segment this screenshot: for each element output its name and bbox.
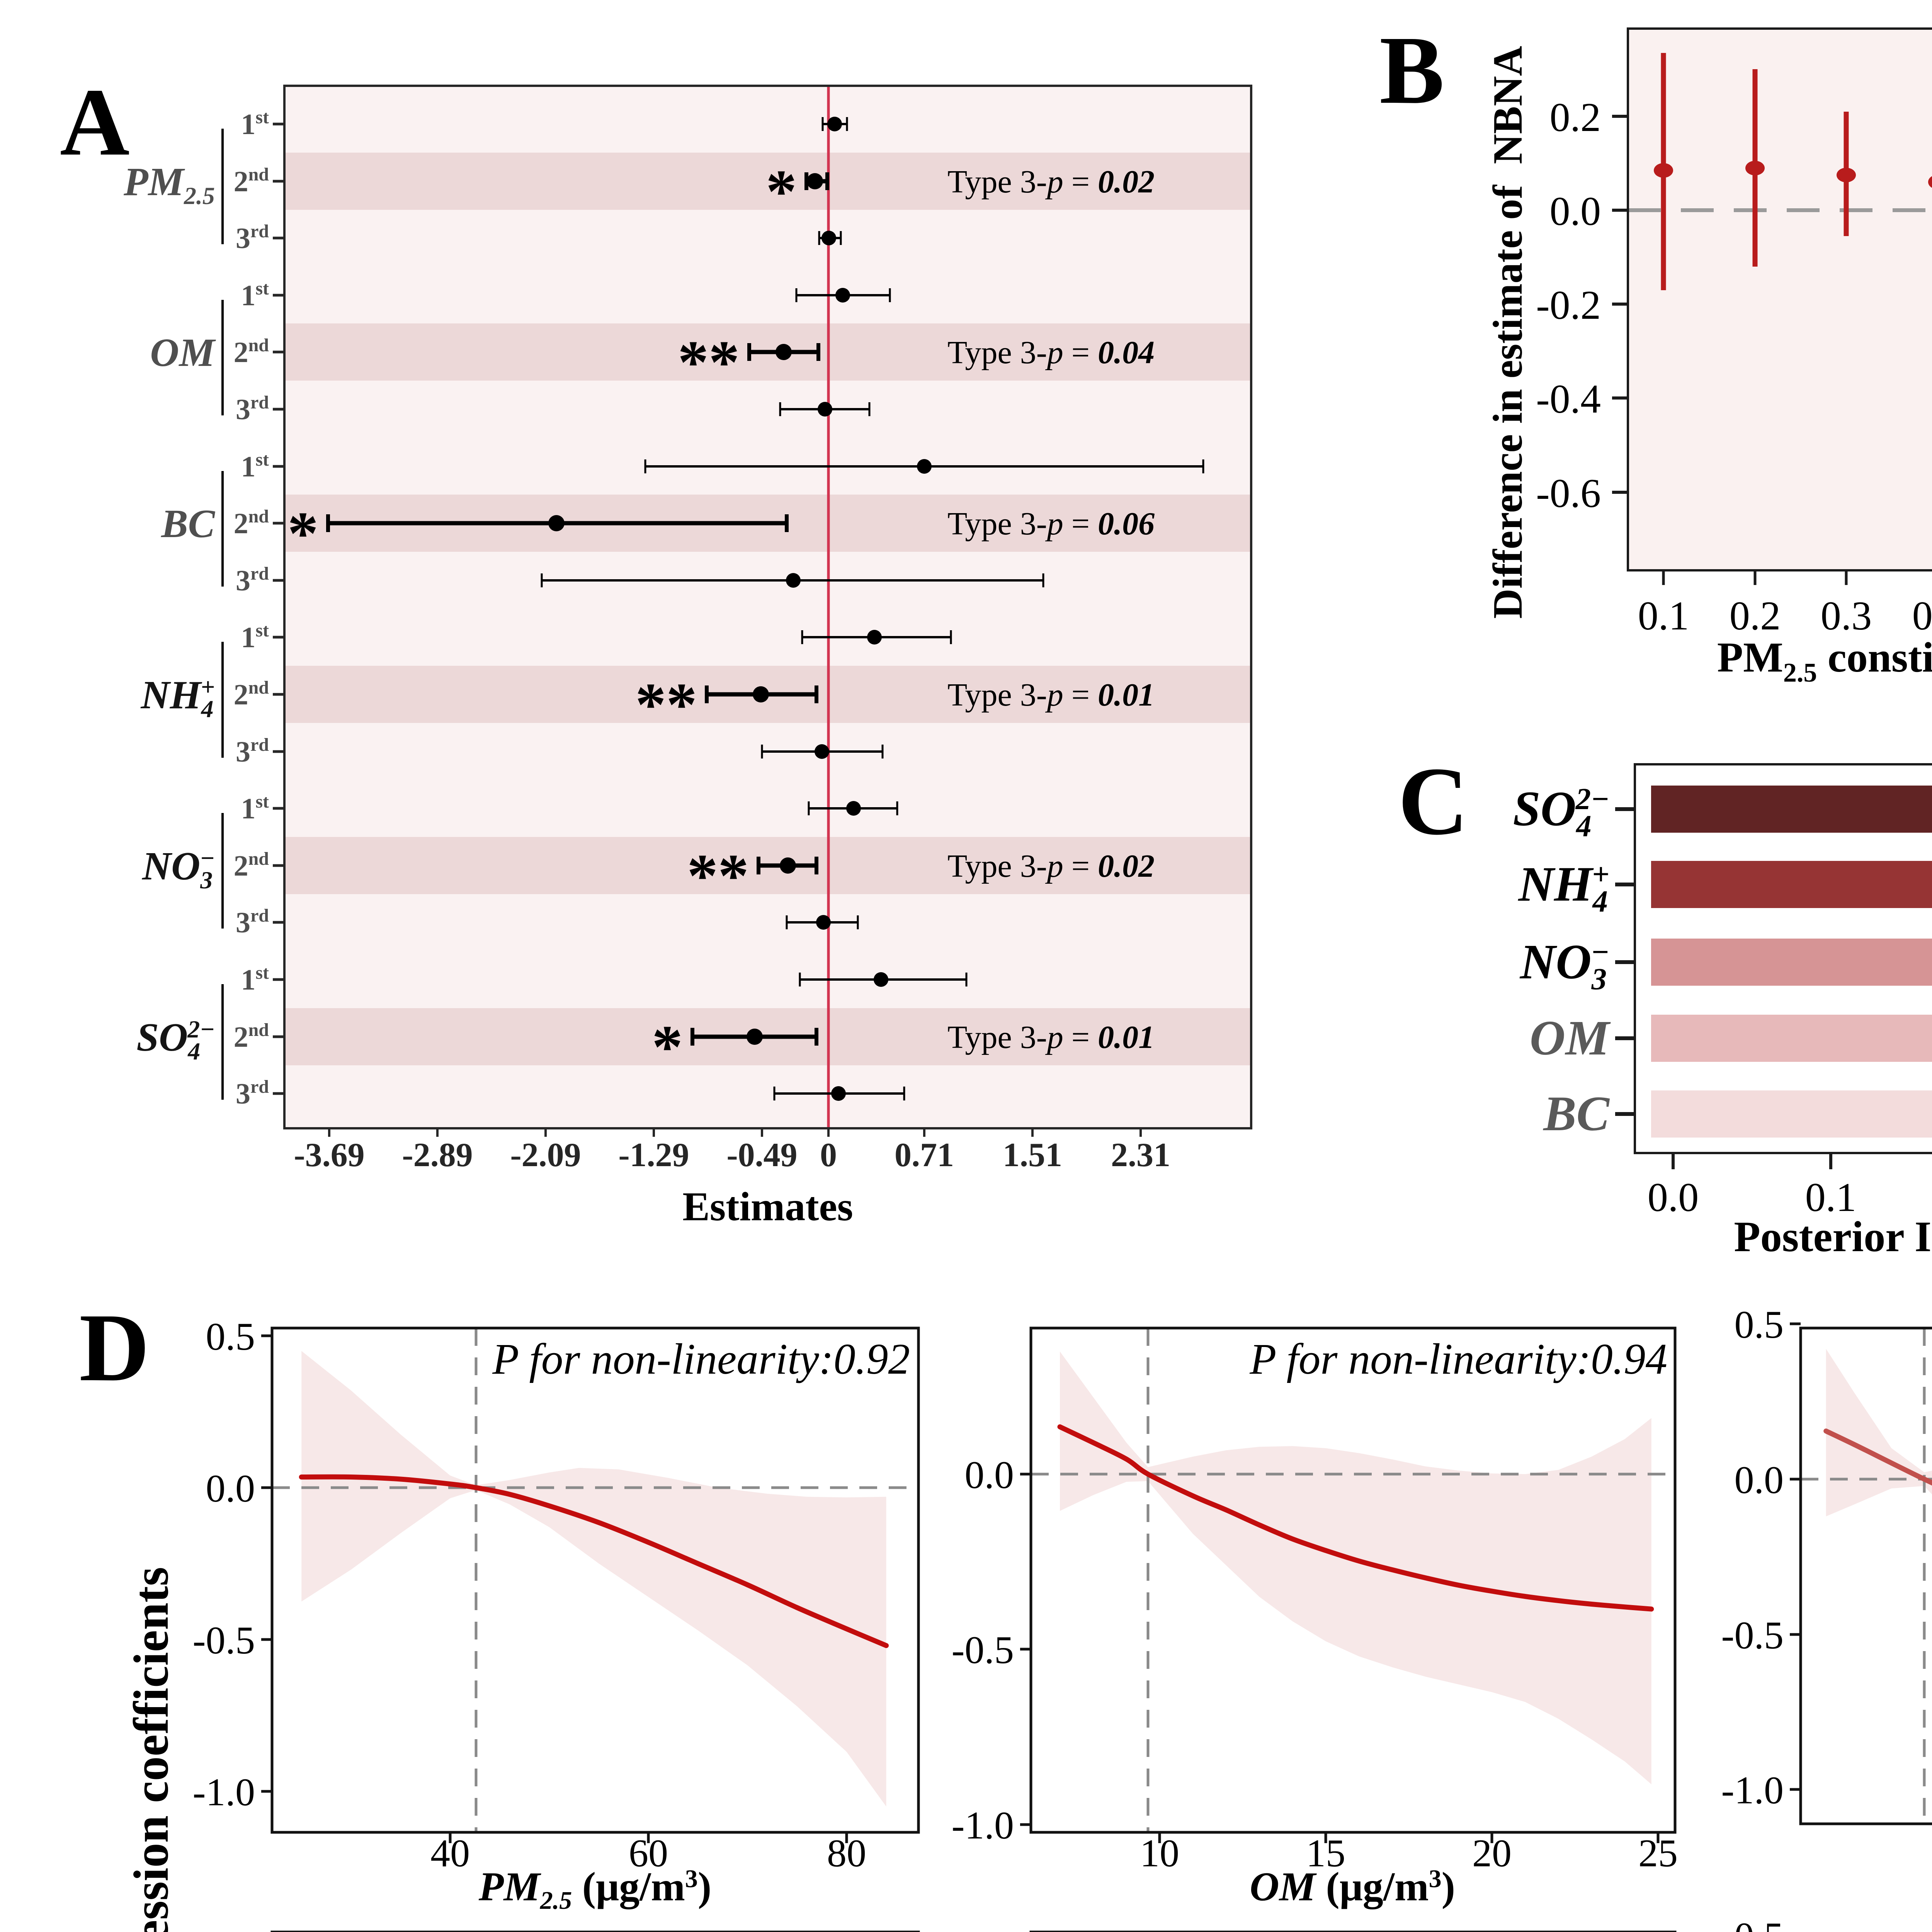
svg-text:40: 40: [430, 1832, 470, 1875]
svg-text:0.71: 0.71: [895, 1136, 954, 1174]
svg-text:-0.5: -0.5: [952, 1628, 1014, 1672]
svg-text:Type 3-p = 0.04: Type 3-p = 0.04: [947, 335, 1155, 371]
svg-text:-2.89: -2.89: [402, 1136, 473, 1174]
svg-text:**: **: [678, 328, 740, 396]
svg-text:0.5: 0.5: [1735, 1303, 1784, 1347]
svg-text:-0.5: -0.5: [193, 1619, 255, 1662]
svg-text:P for non-linearity:0.92: P for non-linearity:0.92: [492, 1335, 910, 1383]
svg-text:25: 25: [1638, 1832, 1678, 1875]
svg-text:-0.4: -0.4: [1536, 376, 1601, 422]
svg-text:0.1: 0.1: [1805, 1175, 1857, 1220]
svg-text:NH4+: NH4+: [141, 673, 215, 723]
svg-text:1.51: 1.51: [1003, 1136, 1062, 1174]
svg-text:-1.0: -1.0: [952, 1804, 1014, 1847]
svg-text:-0.6: -0.6: [1536, 471, 1601, 516]
svg-text:0.1: 0.1: [1638, 593, 1689, 638]
svg-text:C: C: [1398, 747, 1468, 855]
svg-text:15: 15: [1306, 1832, 1345, 1875]
svg-text:Estimates: Estimates: [682, 1184, 853, 1229]
svg-text:Type 3-p = 0.06: Type 3-p = 0.06: [947, 506, 1155, 542]
svg-text:2.31: 2.31: [1111, 1136, 1170, 1174]
svg-text:*: *: [652, 1012, 683, 1081]
svg-text:-3.69: -3.69: [294, 1136, 364, 1174]
svg-text:-1.29: -1.29: [618, 1136, 689, 1174]
svg-text:0.0: 0.0: [1648, 1175, 1699, 1220]
svg-text:0.0: 0.0: [206, 1467, 255, 1510]
svg-text:1st: 1st: [241, 620, 269, 654]
svg-text:OM: OM: [150, 330, 216, 375]
svg-text:Regression coefficients: Regression coefficients: [124, 1567, 179, 1932]
svg-text:-0.5: -0.5: [1721, 1614, 1784, 1657]
svg-text:20: 20: [1472, 1832, 1512, 1875]
svg-text:**: **: [635, 670, 697, 739]
svg-text:-1.0: -1.0: [1721, 1769, 1784, 1812]
svg-text:BC: BC: [161, 502, 215, 546]
svg-text:NH4+: NH4+: [1517, 857, 1609, 918]
svg-text:Type 3-p = 0.02: Type 3-p = 0.02: [947, 164, 1155, 200]
svg-text:10: 10: [1140, 1832, 1179, 1875]
svg-text:0.5: 0.5: [1735, 1915, 1784, 1932]
svg-text:0.0: 0.0: [965, 1453, 1014, 1497]
svg-text:*: *: [766, 157, 797, 226]
svg-text:0.0: 0.0: [1735, 1458, 1784, 1502]
svg-text:Posterior Inclusion Probabilit: Posterior Inclusion Probabilities: [1734, 1213, 1932, 1261]
svg-text:D: D: [79, 1293, 150, 1401]
svg-text:Type 3-p = 0.02: Type 3-p = 0.02: [947, 848, 1155, 884]
svg-text:-0.2: -0.2: [1536, 282, 1601, 328]
svg-text:PM2.5 constituent mixture quan: PM2.5 constituent mixture quantile: [1717, 634, 1932, 688]
svg-text:80: 80: [827, 1832, 866, 1875]
svg-text:NO3−: NO3−: [1519, 934, 1609, 996]
svg-text:-2.09: -2.09: [510, 1136, 581, 1174]
svg-text:0: 0: [820, 1136, 837, 1174]
svg-text:OM (μg/m3): OM (μg/m3): [1250, 1864, 1455, 1909]
svg-text:A: A: [60, 69, 130, 176]
svg-text:PM2.5 (μg/m3): PM2.5 (μg/m3): [478, 1864, 711, 1915]
svg-text:-1.0: -1.0: [193, 1770, 255, 1814]
svg-text:0.5: 0.5: [206, 1315, 255, 1359]
svg-text:0.3: 0.3: [1821, 593, 1872, 638]
svg-text:OM: OM: [1530, 1010, 1611, 1065]
svg-text:0.2: 0.2: [1730, 593, 1781, 638]
svg-text:NO3−: NO3−: [142, 844, 215, 894]
svg-text:Type 3-p = 0.01: Type 3-p = 0.01: [947, 1019, 1155, 1055]
svg-text:0.4: 0.4: [1912, 593, 1932, 638]
svg-text:P for non-linearity:0.94: P for non-linearity:0.94: [1249, 1335, 1667, 1383]
svg-text:60: 60: [629, 1832, 668, 1875]
svg-text:0.0: 0.0: [1550, 189, 1601, 234]
svg-text:B: B: [1379, 16, 1444, 124]
svg-text:-0.49: -0.49: [726, 1136, 797, 1174]
svg-text:**: **: [687, 841, 749, 910]
svg-text:BC: BC: [1543, 1086, 1610, 1141]
svg-text:Type 3-p = 0.01: Type 3-p = 0.01: [947, 677, 1155, 713]
svg-text:*: *: [287, 499, 318, 568]
svg-text:0.2: 0.2: [1550, 95, 1601, 140]
svg-text:Difference in estimate of NBN: Difference in estimate of NBNA: [1485, 46, 1531, 619]
